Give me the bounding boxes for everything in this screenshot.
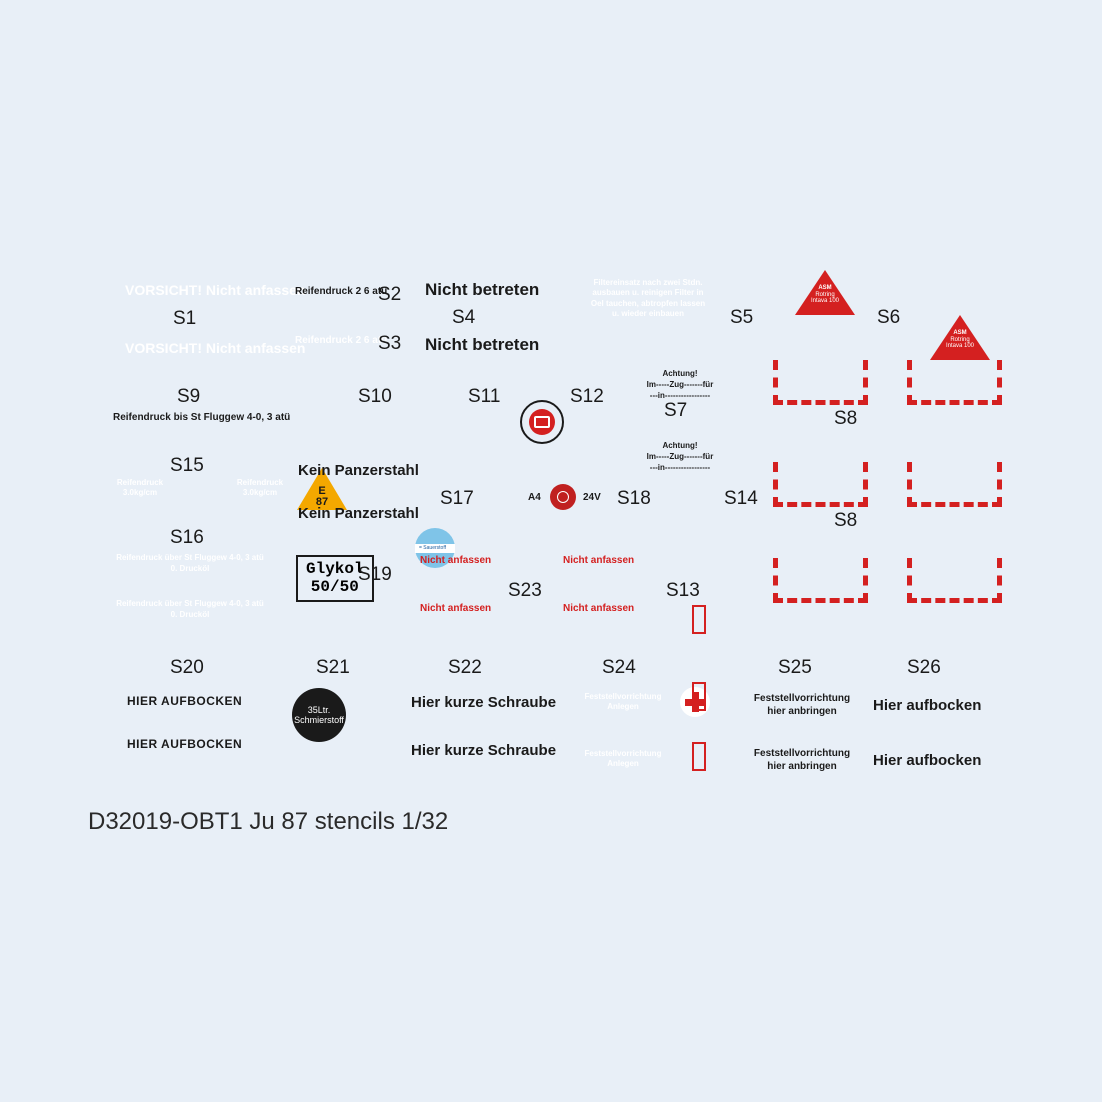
label-s20: S20 xyxy=(170,657,204,679)
red-bracket-icon xyxy=(907,360,1002,405)
stencil-nicht-betreten: Nicht betreten xyxy=(425,335,539,355)
red-bracket-icon xyxy=(907,462,1002,507)
label-s19: S19 xyxy=(358,564,392,586)
stencil-hier-kurze: Hier kurze Schraube xyxy=(411,694,556,711)
label-s6: S6 xyxy=(877,307,900,329)
stencil-24v: 24V xyxy=(583,492,601,503)
label-s15: S15 xyxy=(170,455,204,477)
stencil-hier-kurze: Hier kurze Schraube xyxy=(411,742,556,759)
label-s12: S12 xyxy=(570,386,604,408)
label-s4: S4 xyxy=(452,307,475,329)
stencil-feststellvorrichtung-hier: Feststellvorrichtunghier anbringen xyxy=(747,747,857,773)
asm-triangle-icon: ASMRotringIntava 100 xyxy=(930,315,990,360)
stencil-hier-aufbocken-lc: Hier aufbocken xyxy=(873,697,981,714)
stencil-feststellvorrichtung: FeststellvorrichtungAnlegen xyxy=(573,692,673,713)
label-s14: S14 xyxy=(724,488,758,510)
label-s22: S22 xyxy=(448,657,482,679)
stencil-nicht-anfassen: Nicht anfassen xyxy=(563,603,634,614)
label-s26: S26 xyxy=(907,657,941,679)
red-circle-24v-icon xyxy=(550,484,576,510)
label-s8: S8 xyxy=(834,510,857,532)
stencil-reifendruck-flug: Reifendruck bis St Fluggew 4-0, 3 atü xyxy=(113,412,290,423)
red-rect-icon xyxy=(692,605,706,634)
label-s2: S2 xyxy=(378,284,401,306)
label-s3: S3 xyxy=(378,333,401,355)
stencil-hier-aufbocken: HIER AUFBOCKEN xyxy=(127,694,242,708)
label-s11: S11 xyxy=(468,386,500,408)
stencil-reifendruck: Reifendruck 2 6 atü xyxy=(295,286,387,297)
stencil-nicht-anfassen: Nicht anfassen xyxy=(563,555,634,566)
label-s9: S9 xyxy=(177,386,200,408)
stencil-reifendruck-kg: Reifendruck3.0kg/cm xyxy=(105,478,175,499)
label-s1: S1 xyxy=(173,308,196,330)
label-s10: S10 xyxy=(358,386,392,408)
label-s16: S16 xyxy=(170,527,204,549)
stencil-filter: Filtereinsatz nach zwei Stdn.ausbauen u.… xyxy=(583,278,713,320)
stencil-hier-aufbocken-lc: Hier aufbocken xyxy=(873,752,981,769)
socket-icon xyxy=(520,400,564,444)
red-rect-icon xyxy=(692,742,706,771)
stencil-vorsicht: VORSICHT! Nicht anfassen xyxy=(125,282,305,298)
red-bracket-icon xyxy=(773,558,868,603)
label-s17: S17 xyxy=(440,488,474,510)
stencil-nicht-betreten: Nicht betreten xyxy=(425,280,539,300)
stencil-reifendruck-kg: Reifendruck3.0kg/cm xyxy=(225,478,295,499)
stencil-feststellvorrichtung-hier: Feststellvorrichtunghier anbringen xyxy=(747,692,857,718)
label-s23: S23 xyxy=(508,580,542,602)
label-s5: S5 xyxy=(730,307,753,329)
red-bracket-icon xyxy=(773,462,868,507)
stencil-vorsicht: VORSICHT! Nicht anfassen xyxy=(125,340,305,356)
asm-triangle-icon: ASMRotringIntava 100 xyxy=(795,270,855,315)
red-rect-icon xyxy=(692,682,706,711)
stencil-nicht-anfassen: Nicht anfassen xyxy=(420,603,491,614)
sheet-title: D32019-OBT1 Ju 87 stencils 1/32 xyxy=(88,808,448,836)
stencil-reifendruck-st: Reifendruck über St Fluggew 4-0, 3 atü0.… xyxy=(105,598,275,620)
stencil-reifendruck-st: Reifendruck über St Fluggew 4-0, 3 atü0.… xyxy=(105,552,275,574)
label-s8: S8 xyxy=(834,408,857,430)
label-s7: S7 xyxy=(664,400,687,422)
stencil-hier-aufbocken: HIER AUFBOCKEN xyxy=(127,737,242,751)
stencil-nicht-anfassen: Nicht anfassen xyxy=(420,555,491,566)
stencil-kein-panzerstahl: Kein Panzerstahl xyxy=(298,462,419,479)
stencil-a4: A4 xyxy=(528,492,541,503)
red-bracket-icon xyxy=(907,558,1002,603)
red-bracket-icon xyxy=(773,360,868,405)
stencil-kein-panzerstahl: Kein Panzerstahl xyxy=(298,505,419,522)
stencil-reifendruck: Reifendruck 2 6 atü xyxy=(295,335,387,346)
label-s24: S24 xyxy=(602,657,636,679)
stencil-achtung: Achtung!Im-----Zug-------für---in-------… xyxy=(625,368,735,402)
decal-sheet: VORSICHT! Nicht anfassen S1 VORSICHT! Ni… xyxy=(0,0,1102,1102)
label-s25: S25 xyxy=(778,657,812,679)
label-s13: S13 xyxy=(666,580,700,602)
stencil-achtung: Achtung!Im-----Zug-------für---in-------… xyxy=(625,440,735,474)
schmierstoff-circle-icon: 35Ltr.Schmierstoff xyxy=(292,688,346,742)
label-s18: S18 xyxy=(617,488,651,510)
stencil-feststellvorrichtung: FeststellvorrichtungAnlegen xyxy=(573,749,673,770)
label-s21: S21 xyxy=(316,657,350,679)
